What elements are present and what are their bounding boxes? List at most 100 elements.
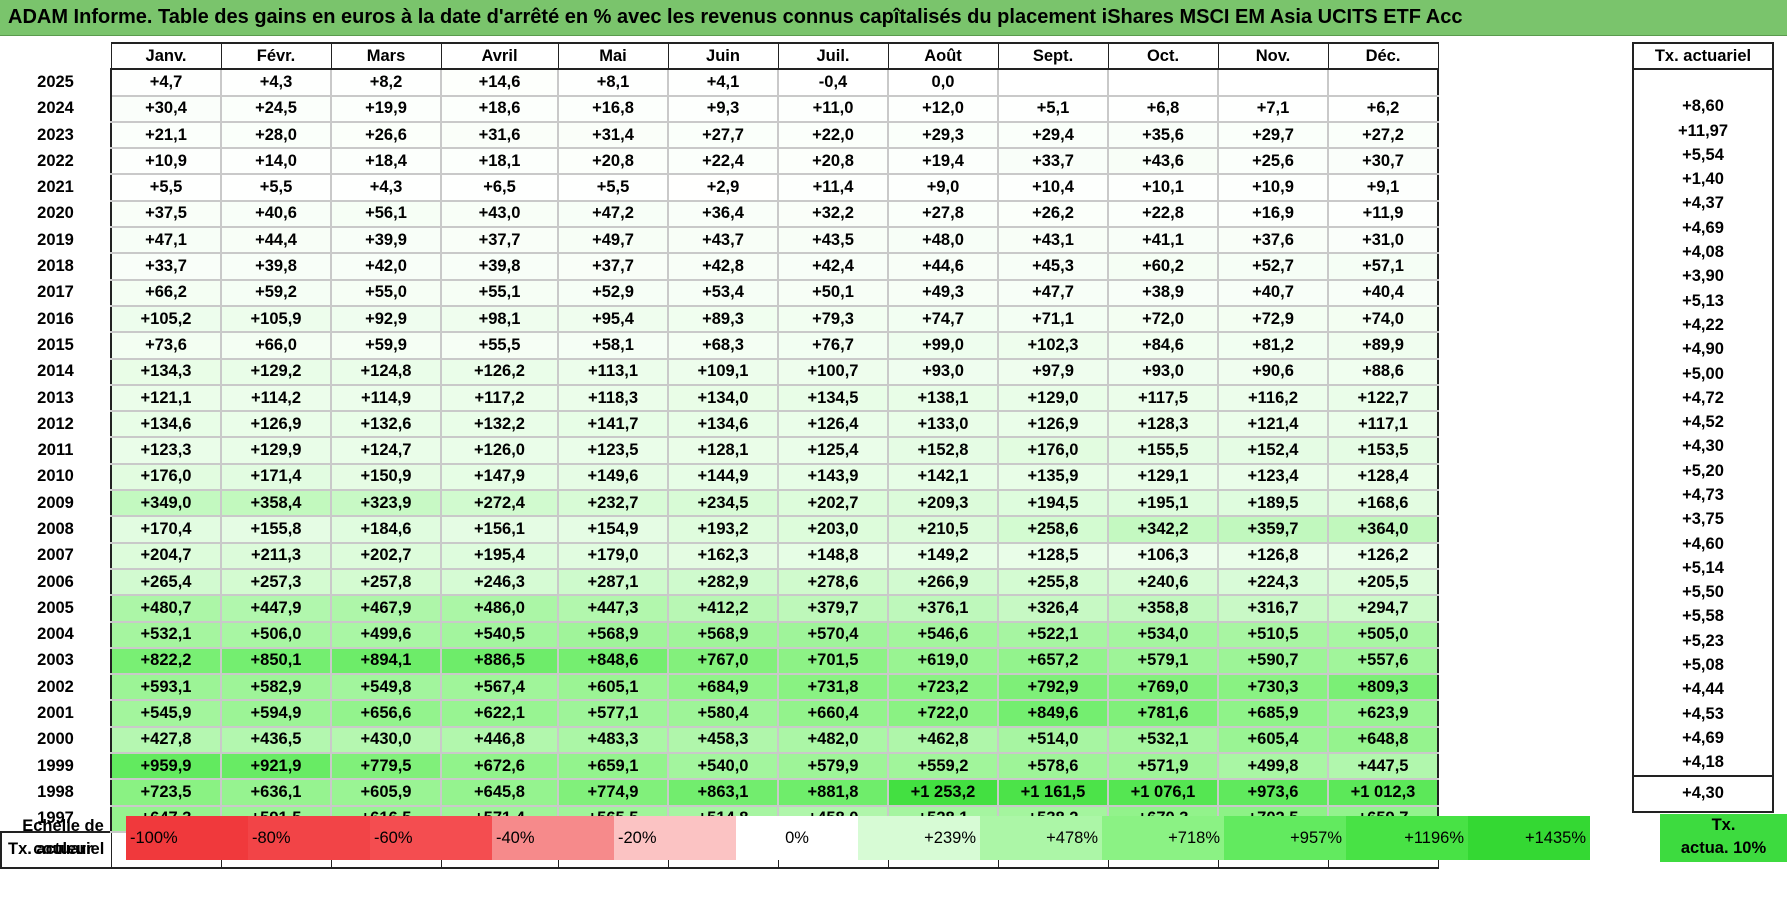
gain-cell[interactable]: +129,1 [1107, 462, 1219, 492]
gain-cell[interactable]: +849,6 [997, 699, 1109, 728]
gain-cell[interactable]: +66,2 [110, 278, 222, 307]
gain-cell[interactable]: +540,5 [440, 620, 559, 649]
gain-cell[interactable]: +436,5 [220, 725, 332, 755]
gain-cell[interactable]: +30,7 [1327, 147, 1439, 176]
gain-cell[interactable]: +5,5 [110, 173, 222, 202]
gain-cell[interactable]: +636,1 [220, 778, 332, 807]
gain-cell[interactable]: +55,1 [440, 278, 559, 307]
rate-cell[interactable]: +5,13 [1632, 288, 1774, 314]
gain-cell[interactable]: +195,4 [440, 541, 559, 570]
gain-cell[interactable]: +31,4 [557, 120, 669, 150]
rate-cell[interactable]: +4,30 [1632, 434, 1774, 460]
gain-cell[interactable]: +863,1 [667, 778, 779, 807]
gain-cell[interactable]: +56,1 [330, 199, 442, 229]
rate-cell[interactable]: +4,22 [1632, 313, 1774, 338]
gain-cell[interactable]: +126,0 [440, 436, 559, 465]
gain-cell[interactable]: +88,6 [1327, 357, 1439, 386]
gain-cell[interactable]: +8,2 [330, 68, 442, 97]
gain-cell[interactable]: +42,0 [330, 252, 442, 281]
rate-cell[interactable]: +3,75 [1632, 507, 1774, 532]
gain-cell[interactable]: +568,9 [667, 620, 779, 649]
gain-cell[interactable]: +55,5 [440, 331, 559, 360]
gain-cell[interactable]: +42,8 [667, 252, 779, 281]
gain-cell[interactable]: +149,6 [557, 462, 669, 492]
gain-cell[interactable]: +590,7 [1217, 646, 1329, 676]
gain-cell[interactable]: +134,5 [777, 383, 889, 413]
gain-cell[interactable]: +660,4 [777, 699, 889, 728]
gain-cell[interactable]: +483,3 [557, 725, 669, 755]
rate-cell[interactable]: +3,90 [1632, 264, 1774, 289]
gain-cell[interactable]: +4,3 [220, 68, 332, 97]
gain-cell[interactable]: +534,0 [1107, 620, 1219, 649]
gain-cell[interactable]: +210,5 [887, 515, 999, 544]
gain-cell[interactable]: +14,0 [220, 147, 332, 176]
gain-cell[interactable]: +272,4 [440, 489, 559, 518]
gain-cell[interactable]: +113,1 [557, 357, 669, 386]
gain-cell[interactable]: +605,1 [557, 673, 669, 702]
gain-cell[interactable]: +37,5 [110, 199, 222, 229]
gain-cell[interactable]: +184,6 [330, 515, 442, 544]
rate-cell[interactable]: +1,40 [1632, 167, 1774, 192]
gain-cell[interactable]: +645,8 [440, 778, 559, 807]
gain-cell[interactable]: +7,1 [1217, 94, 1329, 123]
gain-cell[interactable]: +123,5 [557, 436, 669, 465]
gain-cell[interactable]: +98,1 [440, 304, 559, 334]
gain-cell[interactable]: +446,8 [440, 725, 559, 755]
gain-cell[interactable]: +9,3 [667, 94, 779, 123]
gain-cell[interactable]: +121,4 [1217, 410, 1329, 439]
gain-cell[interactable] [997, 68, 1109, 97]
gain-cell[interactable]: +176,0 [110, 462, 222, 492]
rate-cell[interactable]: +8,60 [1632, 94, 1774, 119]
gain-cell[interactable]: +116,2 [1217, 383, 1329, 413]
gain-cell[interactable]: +128,5 [997, 541, 1109, 570]
gain-cell[interactable]: +126,2 [440, 357, 559, 386]
gain-cell[interactable]: +886,5 [440, 646, 559, 676]
gain-cell[interactable]: +109,1 [667, 357, 779, 386]
gain-cell[interactable]: +211,3 [220, 541, 332, 570]
gain-cell[interactable]: +730,3 [1217, 673, 1329, 702]
gain-cell[interactable]: +95,4 [557, 304, 669, 334]
gain-cell[interactable]: +20,8 [557, 147, 669, 176]
gain-cell[interactable]: +532,1 [1107, 725, 1219, 755]
gain-cell[interactable]: +316,7 [1217, 594, 1329, 623]
gain-cell[interactable]: +155,8 [220, 515, 332, 544]
gain-cell[interactable]: +114,2 [220, 383, 332, 413]
gain-cell[interactable]: +9,0 [887, 173, 999, 202]
gain-cell[interactable]: +532,1 [110, 620, 222, 649]
gain-cell[interactable]: +31,0 [1327, 226, 1439, 255]
gain-cell[interactable]: +4,3 [330, 173, 442, 202]
gain-cell[interactable]: +38,9 [1107, 278, 1219, 307]
gain-cell[interactable]: +123,3 [110, 436, 222, 465]
gain-cell[interactable]: +559,2 [887, 752, 999, 781]
rate-cell[interactable]: +4,69 [1632, 216, 1774, 241]
gain-cell[interactable]: +123,4 [1217, 462, 1329, 492]
gain-cell[interactable]: +105,2 [110, 304, 222, 334]
gain-cell[interactable]: +129,0 [997, 383, 1109, 413]
rate-cell[interactable]: +5,14 [1632, 556, 1774, 581]
gain-cell[interactable]: +43,1 [997, 226, 1109, 255]
gain-cell[interactable]: +567,4 [440, 673, 559, 702]
gain-cell[interactable]: +148,8 [777, 541, 889, 570]
gain-cell[interactable]: +55,0 [330, 278, 442, 307]
gain-cell[interactable] [1327, 68, 1439, 97]
gain-cell[interactable]: +685,9 [1217, 699, 1329, 728]
rate-cell[interactable]: +5,08 [1632, 653, 1774, 678]
gain-cell[interactable]: +779,5 [330, 752, 442, 781]
gain-cell[interactable]: +959,9 [110, 752, 222, 781]
gain-cell[interactable]: +194,5 [997, 489, 1109, 518]
gain-cell[interactable]: +6,2 [1327, 94, 1439, 123]
gain-cell[interactable]: +33,7 [110, 252, 222, 281]
gain-cell[interactable]: +18,6 [440, 94, 559, 123]
gain-cell[interactable]: +545,9 [110, 699, 222, 728]
gain-cell[interactable]: +326,4 [997, 594, 1109, 623]
gain-cell[interactable]: +125,4 [777, 436, 889, 465]
gain-cell[interactable]: +579,9 [777, 752, 889, 781]
gain-cell[interactable]: +43,6 [1107, 147, 1219, 176]
gain-cell[interactable]: +135,9 [997, 462, 1109, 492]
gain-cell[interactable]: +480,7 [110, 594, 222, 623]
gain-cell[interactable]: +11,4 [777, 173, 889, 202]
gain-cell[interactable]: +193,2 [667, 515, 779, 544]
gain-cell[interactable]: +52,7 [1217, 252, 1329, 281]
gain-cell[interactable]: +430,0 [330, 725, 442, 755]
gain-cell[interactable]: +129,2 [220, 357, 332, 386]
